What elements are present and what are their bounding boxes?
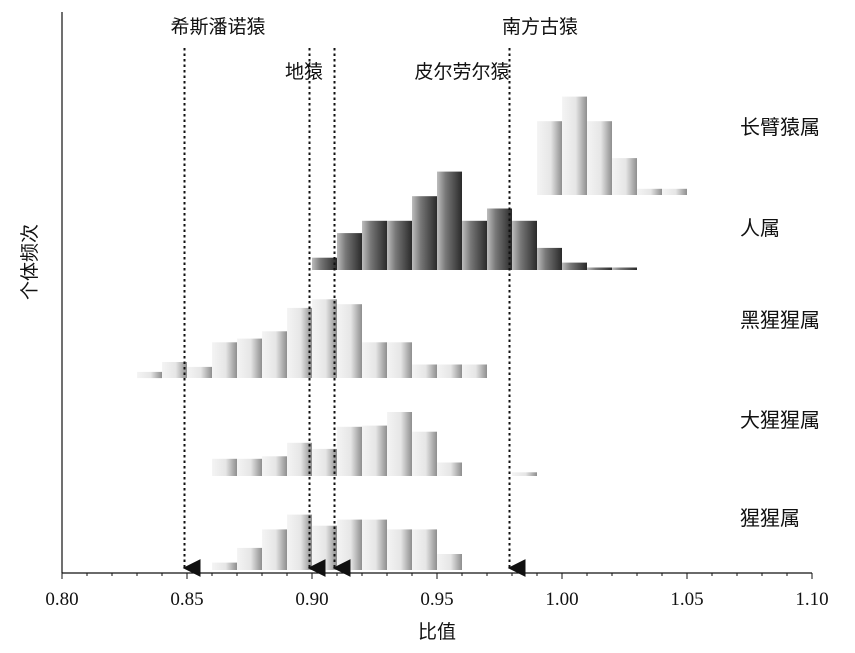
group-label-hylobates: 长臂猿属 — [740, 115, 820, 139]
bar-series3-9 — [337, 304, 362, 378]
bar-series2-13 — [612, 267, 637, 270]
bar-series4-2 — [237, 458, 262, 476]
bar-series2-2 — [337, 233, 362, 270]
bar-series2-4 — [387, 220, 412, 270]
group-label-pan: 黑猩猩属 — [740, 308, 820, 332]
bar-series5-2 — [237, 547, 262, 570]
bar-series3-5 — [237, 338, 262, 378]
histogram-bars — [137, 96, 687, 570]
bar-series3-4 — [212, 342, 237, 378]
bar-series1-4 — [612, 158, 637, 195]
bar-series5-10 — [437, 554, 462, 570]
reference-lines — [182, 48, 526, 577]
bar-series3-7 — [287, 307, 312, 378]
series-5 — [212, 514, 462, 570]
bar-series3-2 — [162, 362, 187, 378]
bar-series5-6 — [337, 519, 362, 570]
annotation-australopithecus: 南方古猿 — [502, 16, 578, 38]
bar-series5-5 — [312, 525, 337, 570]
bar-series4-8 — [387, 412, 412, 476]
bar-series1-2 — [562, 96, 587, 195]
bar-series2-10 — [537, 247, 562, 270]
x-tick-label: 1.05 — [670, 589, 703, 610]
bar-series5-7 — [362, 519, 387, 570]
bar-series2-9 — [512, 220, 537, 270]
bar-series2-7 — [462, 220, 487, 270]
x-tick-label: 0.80 — [45, 589, 78, 610]
bar-series3-12 — [412, 364, 437, 378]
bar-series3-10 — [362, 342, 387, 378]
series-3 — [137, 299, 487, 379]
bar-series5-4 — [287, 514, 312, 570]
series-2 — [312, 171, 637, 270]
bar-series5-8 — [387, 529, 412, 570]
bar-series5-3 — [262, 529, 287, 570]
bar-series3-13 — [437, 364, 462, 378]
bar-series4-5 — [312, 448, 337, 476]
bar-series4-10 — [437, 462, 462, 476]
bar-series4-1 — [212, 458, 237, 476]
bar-series5-1 — [212, 562, 237, 570]
annotation-hispanopithecus: 希斯潘诺猿 — [170, 16, 265, 38]
x-tick-label: 1.10 — [795, 589, 828, 610]
series-4 — [212, 412, 537, 476]
bar-series4-11 — [512, 472, 537, 476]
bar-series2-11 — [562, 262, 587, 270]
bar-series4-7 — [362, 425, 387, 476]
bar-series2-12 — [587, 267, 612, 270]
group-label-gorilla: 大猩猩属 — [740, 408, 820, 432]
bar-series3-6 — [262, 331, 287, 378]
x-tick-label: 0.85 — [170, 589, 203, 610]
annotation-pierolapithecus: 皮尔劳尔猿 — [414, 61, 509, 83]
bar-series3-14 — [462, 364, 487, 378]
bar-series4-4 — [287, 442, 312, 476]
annotation-ardipithecus: 地猿 — [285, 61, 323, 83]
bar-series1-6 — [662, 188, 687, 195]
x-axis-title: 比值 — [418, 621, 456, 643]
bar-series5-9 — [412, 529, 437, 570]
bar-series2-3 — [362, 220, 387, 270]
bar-series3-3 — [187, 366, 212, 378]
bar-series4-9 — [412, 431, 437, 476]
bar-series3-8 — [312, 299, 337, 378]
x-tick-label: 1.00 — [545, 589, 578, 610]
bar-series1-3 — [587, 121, 612, 195]
y-axis-title: 个体频次 — [19, 224, 41, 300]
series-1 — [537, 96, 687, 195]
bar-series2-5 — [412, 196, 437, 270]
bar-series1-1 — [537, 121, 562, 195]
x-tick-label: 0.90 — [295, 589, 328, 610]
x-axis-ticks: 0.80 0.85 0.90 0.95 1.00 1.05 1.10 — [45, 573, 829, 610]
bar-series3-1 — [137, 371, 162, 379]
bar-series1-5 — [637, 188, 662, 195]
bar-series4-3 — [262, 456, 287, 476]
bar-series2-6 — [437, 171, 462, 270]
x-tick-label: 0.95 — [420, 589, 453, 610]
group-label-pongo: 猩猩属 — [740, 506, 800, 530]
bar-series2-8 — [487, 208, 512, 270]
bar-series2-1 — [312, 257, 337, 270]
bar-series4-6 — [337, 426, 362, 476]
bar-series3-11 — [387, 342, 412, 378]
group-label-homo: 人属 — [740, 216, 780, 240]
